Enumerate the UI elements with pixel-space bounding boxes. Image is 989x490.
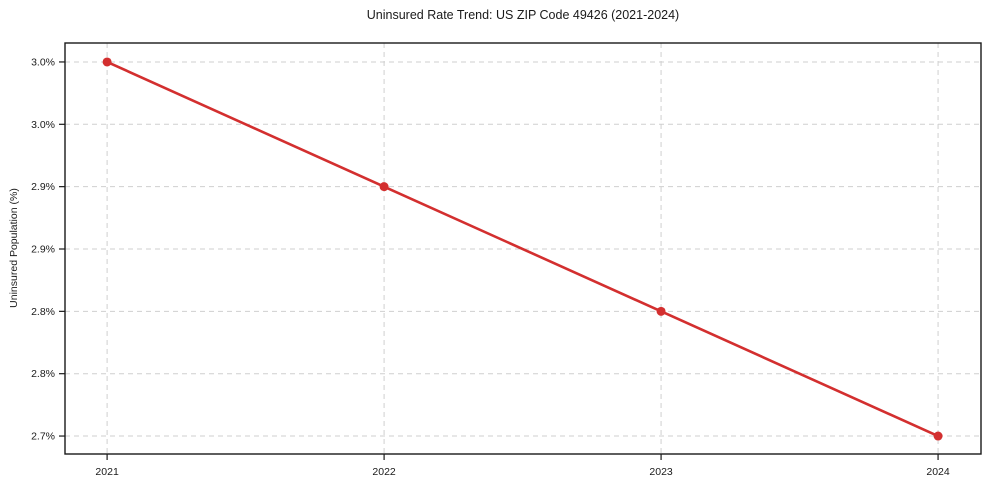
y-tick-label: 2.9%	[31, 243, 55, 255]
y-tick-label: 2.8%	[31, 306, 55, 318]
x-tick-label: 2021	[95, 466, 119, 478]
y-tick-label: 2.9%	[31, 181, 55, 193]
x-tick-label: 2022	[372, 466, 396, 478]
y-tick-label: 3.0%	[31, 56, 55, 68]
y-tick-label: 2.7%	[31, 431, 55, 443]
x-tick-label: 2023	[649, 466, 673, 478]
data-point	[656, 306, 666, 316]
data-point	[379, 182, 389, 192]
y-axis-label: Uninsured Population (%)	[8, 188, 20, 308]
x-tick-label: 2024	[926, 466, 950, 478]
y-tick-label: 2.8%	[31, 368, 55, 380]
y-tick-label: 3.0%	[31, 119, 55, 131]
data-point	[933, 431, 943, 441]
chart-title: Uninsured Rate Trend: US ZIP Code 49426 …	[366, 8, 680, 22]
plot-border	[64, 42, 982, 455]
data-point	[102, 57, 112, 67]
trend-line	[105, 60, 940, 438]
